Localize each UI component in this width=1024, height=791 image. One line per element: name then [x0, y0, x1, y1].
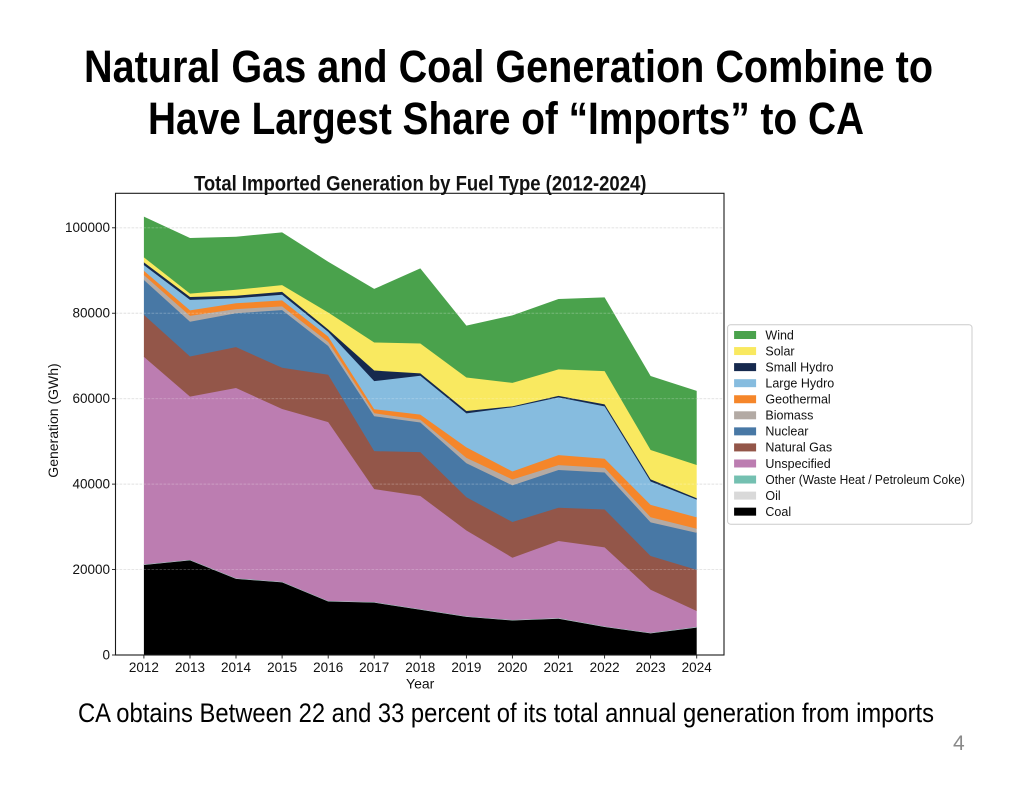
svg-text:2013: 2013 — [175, 660, 205, 675]
svg-text:2019: 2019 — [451, 660, 481, 675]
svg-text:80000: 80000 — [72, 306, 110, 321]
svg-text:Other (Waste Heat / Petroleum: Other (Waste Heat / Petroleum Coke) — [765, 473, 965, 487]
svg-text:0: 0 — [102, 647, 110, 662]
svg-text:100000: 100000 — [65, 220, 110, 235]
svg-text:2024: 2024 — [682, 660, 713, 675]
svg-text:2015: 2015 — [267, 660, 297, 675]
svg-text:2022: 2022 — [590, 660, 620, 675]
svg-text:2021: 2021 — [543, 660, 573, 675]
svg-text:2018: 2018 — [405, 660, 435, 675]
svg-text:Small Hydro: Small Hydro — [765, 360, 833, 374]
svg-text:2016: 2016 — [313, 660, 343, 675]
svg-text:2023: 2023 — [636, 660, 666, 675]
svg-text:Natural Gas: Natural Gas — [765, 441, 832, 455]
svg-text:Solar: Solar — [765, 344, 794, 358]
svg-text:Oil: Oil — [765, 489, 780, 503]
svg-text:20000: 20000 — [72, 562, 110, 577]
svg-text:Large Hydro: Large Hydro — [765, 376, 834, 390]
svg-text:Wind: Wind — [765, 328, 794, 342]
svg-text:2014: 2014 — [221, 660, 252, 675]
svg-text:40000: 40000 — [72, 477, 110, 492]
svg-text:Nuclear: Nuclear — [765, 425, 808, 439]
svg-text:Geothermal: Geothermal — [765, 393, 830, 407]
svg-text:Coal: Coal — [765, 505, 791, 519]
svg-text:Generation (GWh): Generation (GWh) — [45, 363, 61, 477]
svg-text:Biomass: Biomass — [765, 409, 813, 423]
svg-text:2012: 2012 — [129, 660, 159, 675]
svg-text:2017: 2017 — [359, 660, 389, 675]
svg-text:60000: 60000 — [72, 391, 110, 406]
svg-text:Total Imported Generation by F: Total Imported Generation by Fuel Type (… — [194, 171, 647, 195]
svg-text:Year: Year — [406, 676, 435, 692]
svg-text:2020: 2020 — [497, 660, 527, 675]
svg-text:Unspecified: Unspecified — [765, 457, 830, 471]
